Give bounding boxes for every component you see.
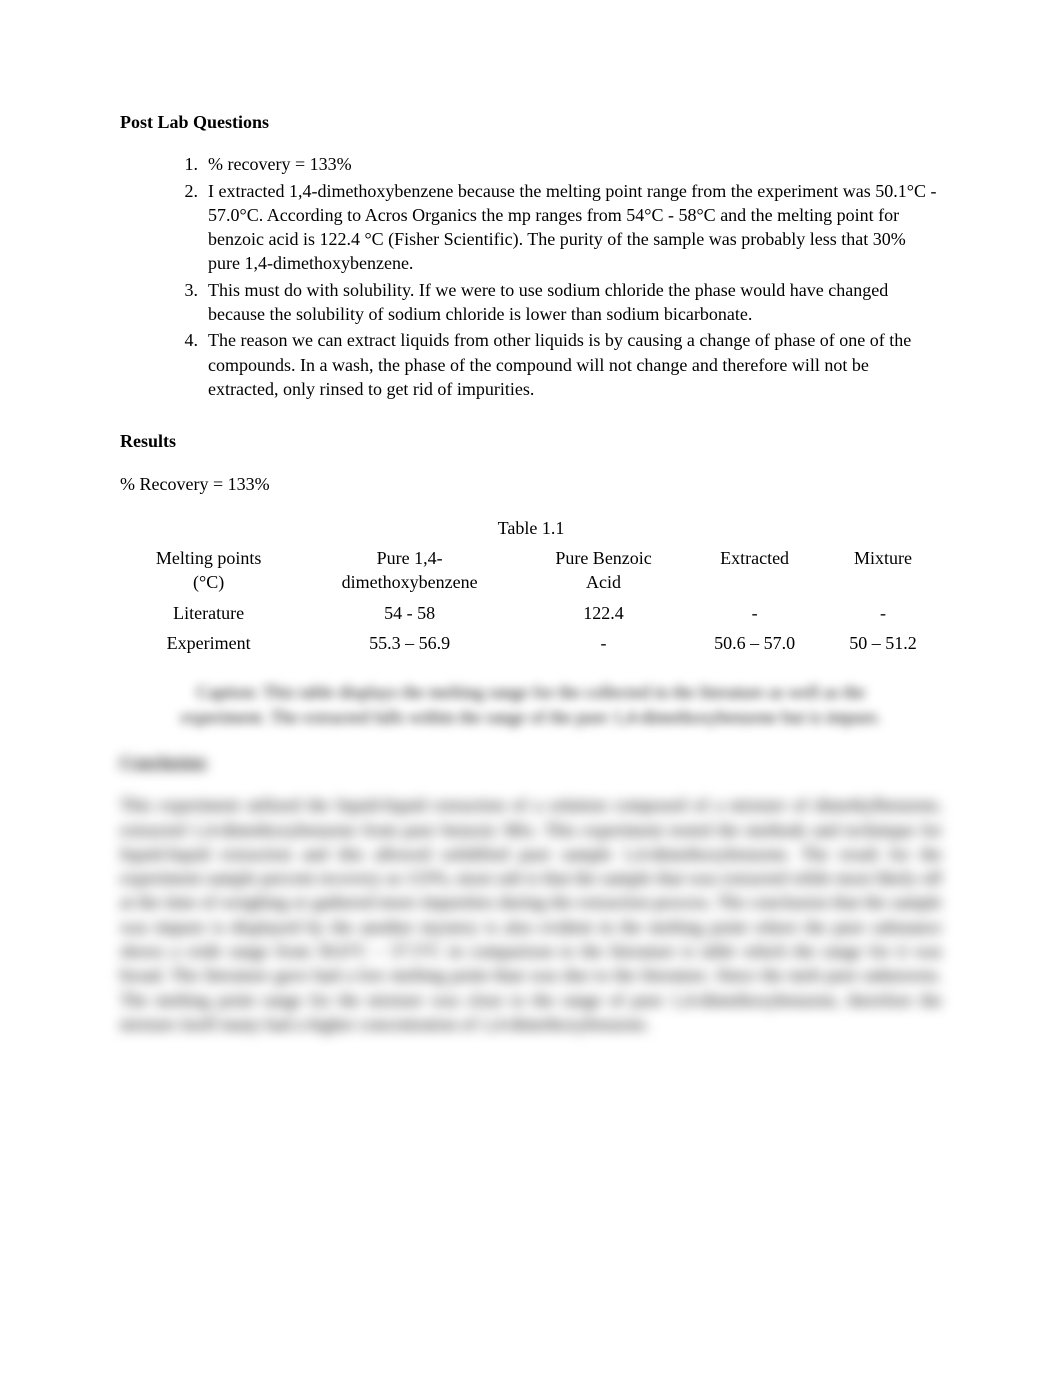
list-item: 3. This must do with solubility. If we w… — [180, 278, 942, 327]
table-row: Literature 54 - 58 122.4 - - — [120, 598, 942, 628]
table-cell: - — [685, 598, 824, 628]
post-lab-list: 1. % recovery = 133% 2. I extracted 1,4-… — [180, 152, 942, 401]
table-header-line: Pure 1,4- — [377, 548, 443, 568]
table-header-line: dimethoxybenzene — [342, 572, 478, 592]
table-header-line: Acid — [586, 572, 621, 592]
table-header-cell: Mixture — [824, 543, 942, 598]
table-cell: 55.3 – 56.9 — [297, 628, 522, 658]
table-header-cell: Pure Benzoic Acid — [522, 543, 685, 598]
list-item-number: 1. — [180, 152, 208, 176]
table-title: Table 1.1 — [120, 512, 942, 543]
list-item-text: The reason we can extract liquids from o… — [208, 328, 942, 401]
list-item-number: 2. — [180, 179, 208, 276]
table-header-cell: Pure 1,4- dimethoxybenzene — [297, 543, 522, 598]
list-item-number: 3. — [180, 278, 208, 327]
list-item: 2. I extracted 1,4-dimethoxybenzene beca… — [180, 179, 942, 276]
table-cell: 50.6 – 57.0 — [685, 628, 824, 658]
recovery-text: % Recovery = 133% — [120, 472, 942, 496]
table-header-line: Melting points — [156, 548, 262, 568]
list-item-text: I extracted 1,4-dimethoxybenzene because… — [208, 179, 942, 276]
table-cell: Literature — [120, 598, 297, 628]
list-item: 4. The reason we can extract liquids fro… — [180, 328, 942, 401]
table-header-line: Pure Benzoic — [555, 548, 651, 568]
table-header-line: (°C) — [193, 572, 224, 592]
table-cell: - — [522, 628, 685, 658]
table-header-cell: Extracted — [685, 543, 824, 598]
results-table: Table 1.1 Melting points (°C) Pure 1,4- … — [120, 512, 942, 658]
table-header-cell: Melting points (°C) — [120, 543, 297, 598]
table-cell: 54 - 58 — [297, 598, 522, 628]
table-caption: Caption: This table displays the melting… — [160, 680, 902, 729]
list-item: 1. % recovery = 133% — [180, 152, 942, 176]
conclusion-body: This experiment utilized the liquid-liqu… — [120, 793, 942, 1036]
table-cell: 122.4 — [522, 598, 685, 628]
post-lab-heading: Post Lab Questions — [120, 110, 942, 134]
table-cell: Experiment — [120, 628, 297, 658]
table-cell: - — [824, 598, 942, 628]
results-heading: Results — [120, 429, 942, 453]
list-item-text: % recovery = 133% — [208, 152, 942, 176]
list-item-number: 4. — [180, 328, 208, 401]
conclusion-heading: Conclusion — [120, 751, 942, 775]
list-item-text: This must do with solubility. If we were… — [208, 278, 942, 327]
table-cell: 50 – 51.2 — [824, 628, 942, 658]
table-row: Experiment 55.3 – 56.9 - 50.6 – 57.0 50 … — [120, 628, 942, 658]
